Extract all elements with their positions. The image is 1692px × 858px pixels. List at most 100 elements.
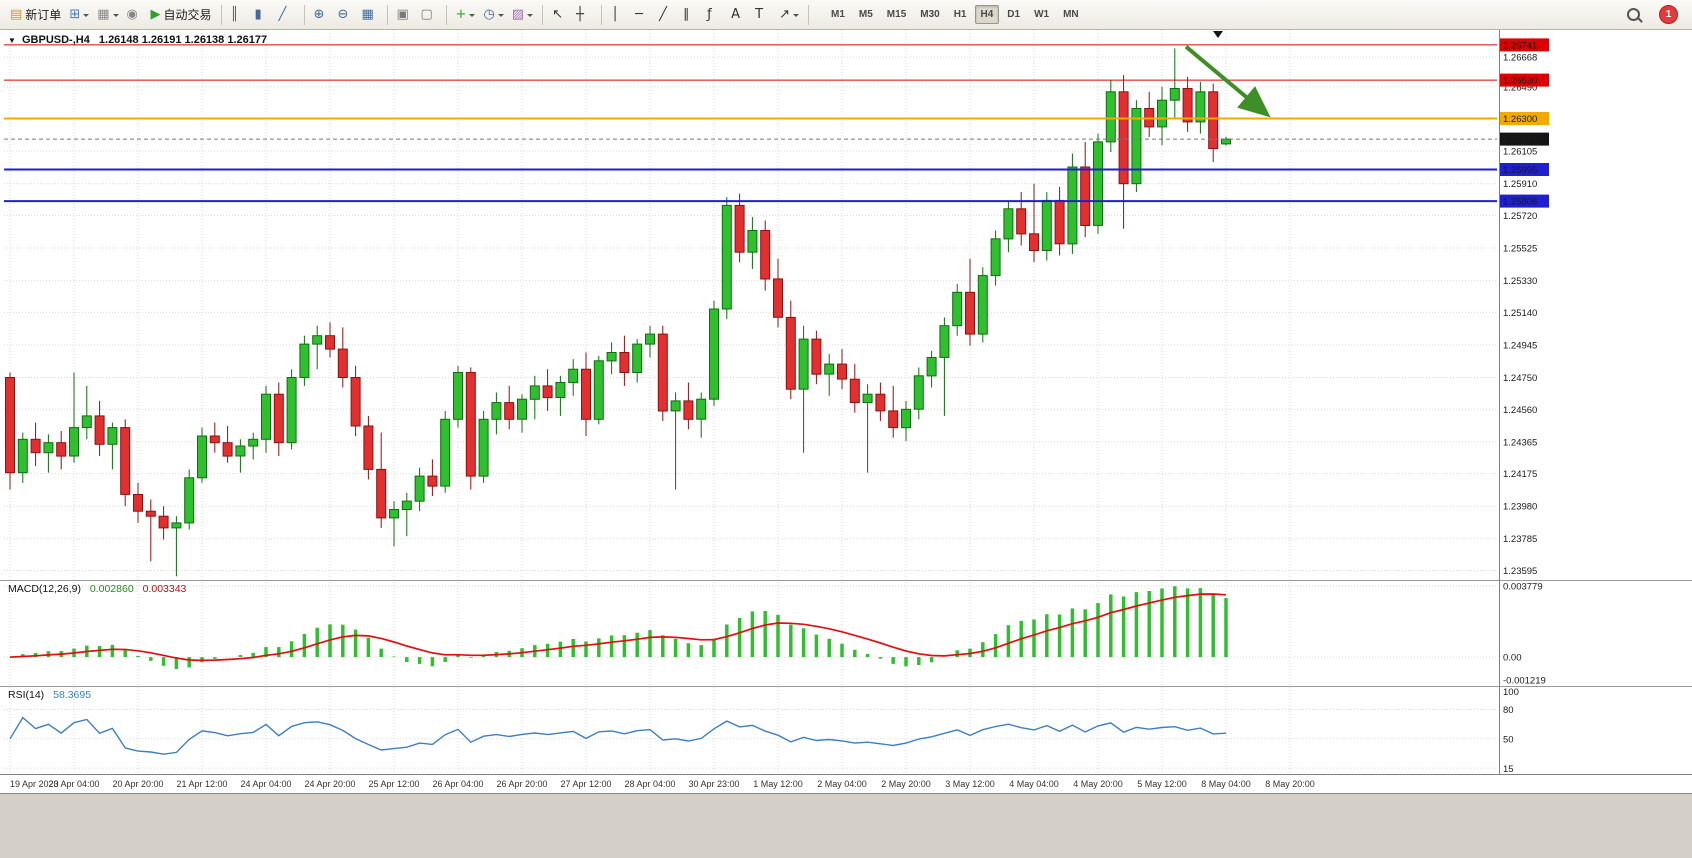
svg-text:1.23595: 1.23595 bbox=[1503, 566, 1537, 577]
svg-text:19 Apr 2023: 19 Apr 2023 bbox=[10, 779, 59, 789]
arrange-windows-button[interactable]: ▣ bbox=[393, 3, 417, 27]
timeframe-m1-button[interactable]: M1 bbox=[825, 5, 851, 24]
window-bottom-area bbox=[0, 793, 1692, 858]
toolbar-separator bbox=[303, 4, 305, 25]
price-grid bbox=[4, 56, 1497, 571]
periods-icon: ◷ bbox=[483, 7, 495, 22]
svg-text:1.24175: 1.24175 bbox=[1503, 469, 1537, 480]
svg-text:1.25720: 1.25720 bbox=[1503, 211, 1537, 222]
caret-down-icon bbox=[83, 13, 90, 20]
svg-text:1.23980: 1.23980 bbox=[1503, 502, 1537, 513]
timeframe-m15-button[interactable]: M15 bbox=[881, 5, 912, 24]
zoom-out-icon: ⊖ bbox=[337, 7, 349, 22]
equidistant-channel-icon: ∥ bbox=[683, 7, 690, 22]
new-order-button[interactable]: ▤ 新订单 bbox=[6, 3, 65, 27]
svg-text:1.25806: 1.25806 bbox=[1503, 197, 1537, 208]
toolbar-separator bbox=[445, 4, 447, 25]
text-label-button[interactable]: T bbox=[751, 3, 775, 27]
profiles-icon: ▦ bbox=[97, 7, 110, 22]
trendline-button[interactable]: ╱ bbox=[655, 3, 679, 27]
search-icon bbox=[1627, 8, 1640, 21]
chart-window[interactable]: 0.003779 0.00 -0.001219 100 80 50 15 1.26668 1.2… bbox=[0, 30, 1692, 793]
search-button[interactable] bbox=[1623, 3, 1647, 27]
horizontal-line-button[interactable]: ─ bbox=[631, 3, 655, 27]
svg-text:24 Apr 04:00: 24 Apr 04:00 bbox=[240, 779, 291, 789]
equidistant-channel-button[interactable]: ∥ bbox=[679, 3, 703, 27]
svg-text:28 Apr 04:00: 28 Apr 04:00 bbox=[624, 779, 675, 789]
svg-text:1.25140: 1.25140 bbox=[1503, 308, 1537, 319]
timeframe-h1-button[interactable]: H1 bbox=[948, 5, 973, 24]
alerts-button[interactable]: ◉ bbox=[123, 3, 147, 27]
bar-marker-icon bbox=[1213, 31, 1223, 38]
timeframe-mn-button[interactable]: MN bbox=[1057, 5, 1085, 24]
timeframe-m30-button[interactable]: M30 bbox=[914, 5, 945, 24]
caret-down-icon bbox=[469, 13, 476, 20]
toolbar-separator bbox=[386, 4, 388, 25]
price-level-badge bbox=[1500, 132, 1549, 146]
indicators-icon: + bbox=[455, 7, 467, 22]
profiles-button[interactable]: ▦ bbox=[93, 3, 122, 27]
crosshair-button[interactable]: ┼ bbox=[572, 3, 596, 27]
trend-arrow-annotation[interactable] bbox=[1184, 45, 1271, 118]
toolbar-separator bbox=[542, 4, 544, 25]
new-order-label: 新订单 bbox=[25, 8, 62, 22]
timeframe-d1-button[interactable]: D1 bbox=[1001, 5, 1026, 24]
price-chart[interactable]: 0.0037790.00-0.0012191008050151.266681.2… bbox=[0, 30, 1692, 793]
tile-windows-icon: ▦ bbox=[361, 7, 374, 22]
rsi-pane: 100 80 50 15 bbox=[4, 687, 1519, 775]
indicators-button[interactable]: + bbox=[452, 3, 480, 27]
svg-text:30 Apr 23:00: 30 Apr 23:00 bbox=[688, 779, 739, 789]
svg-text:1.26668: 1.26668 bbox=[1503, 53, 1537, 64]
periods-button[interactable]: ◷ bbox=[479, 3, 507, 27]
templates-button[interactable]: ▨ bbox=[508, 3, 537, 27]
horizontal-line-icon: ─ bbox=[635, 7, 643, 22]
svg-text:26 Apr 04:00: 26 Apr 04:00 bbox=[432, 779, 483, 789]
autotrading-button[interactable]: ▶ 自动交易 bbox=[147, 3, 216, 27]
notification-badge[interactable]: 1 bbox=[1659, 5, 1678, 24]
bar-chart-button[interactable]: ║ bbox=[227, 3, 251, 27]
tile-windows-button[interactable]: ▦ bbox=[358, 3, 382, 27]
svg-text:4 May 04:00: 4 May 04:00 bbox=[1009, 779, 1059, 789]
cursor-icon: ↖ bbox=[552, 7, 563, 22]
zoom-in-button[interactable]: ⊕ bbox=[310, 3, 334, 27]
zoom-out-button[interactable]: ⊖ bbox=[334, 3, 358, 27]
price-level-badge bbox=[1500, 194, 1549, 208]
zoom-in-icon: ⊕ bbox=[313, 7, 325, 22]
new-chart-button[interactable]: ⊞ bbox=[65, 3, 93, 27]
arrows-button[interactable]: ↗ bbox=[775, 3, 803, 27]
vertical-line-icon: │ bbox=[611, 7, 619, 22]
vertical-line-button[interactable]: │ bbox=[607, 3, 631, 27]
cascade-windows-button[interactable]: ▢ bbox=[417, 3, 441, 27]
cursor-button[interactable]: ↖ bbox=[548, 3, 572, 27]
svg-text:100: 100 bbox=[1503, 687, 1519, 698]
timeframe-toolbar: M1 M5 M15 M30 H1 H4 D1 W1 MN bbox=[824, 5, 1086, 24]
timeframe-h4-button[interactable]: H4 bbox=[974, 5, 1000, 24]
text-button[interactable]: A bbox=[727, 3, 751, 27]
svg-text:1.25995: 1.25995 bbox=[1503, 165, 1537, 176]
svg-text:1.26105: 1.26105 bbox=[1503, 147, 1537, 158]
candlestick-chart-button[interactable]: ▮ bbox=[251, 3, 275, 27]
toolbar-buttons: ▤ 新订单 ⊞ ▦ ◉ ▶ 自动交易 ║ ▮ ╱ ⊕ ⊖ ▦ ▣ ▢ + ◷ ▨ ↖ ┼ │ ─ ╱ ∥ ƒ A T ↗ bbox=[6, 3, 803, 27]
svg-text:8 May 04:00: 8 May 04:00 bbox=[1201, 779, 1251, 789]
line-chart-icon: ╱ bbox=[278, 7, 287, 22]
svg-text:24 Apr 20:00: 24 Apr 20:00 bbox=[304, 779, 355, 789]
fibonacci-button[interactable]: ƒ bbox=[703, 3, 727, 27]
trendline-icon: ╱ bbox=[659, 7, 667, 22]
fibonacci-icon: ƒ bbox=[707, 7, 712, 22]
candlesticks bbox=[5, 48, 1231, 577]
crosshair-icon: ┼ bbox=[576, 7, 584, 22]
svg-text:80: 80 bbox=[1503, 705, 1514, 716]
price-levels[interactable]: 1.26741 1.26530 1.26300 1.26177 1.25995 1.258… bbox=[4, 38, 1549, 208]
caret-down-icon bbox=[112, 13, 119, 20]
templates-icon: ▨ bbox=[511, 7, 525, 22]
svg-text:1.23785: 1.23785 bbox=[1503, 534, 1537, 545]
svg-text:2 May 04:00: 2 May 04:00 bbox=[817, 779, 867, 789]
cascade-windows-icon: ▢ bbox=[420, 7, 433, 22]
timeframe-w1-button[interactable]: W1 bbox=[1028, 5, 1055, 24]
svg-text:1.26741: 1.26741 bbox=[1503, 40, 1537, 51]
line-chart-button[interactable]: ╱ bbox=[275, 3, 299, 27]
price-level-badge bbox=[1500, 163, 1549, 176]
svg-text:20 Apr 04:00: 20 Apr 04:00 bbox=[48, 779, 99, 789]
timeframe-m5-button[interactable]: M5 bbox=[853, 5, 879, 24]
